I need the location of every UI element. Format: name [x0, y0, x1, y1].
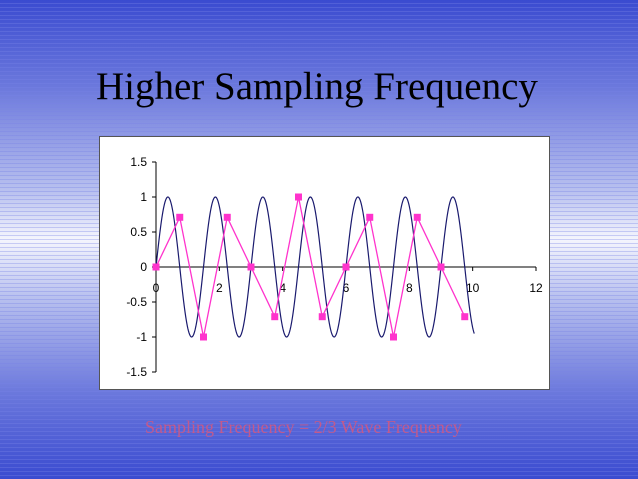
sample-point [176, 213, 184, 221]
x-tick-label: 2 [216, 281, 223, 295]
sample-series-line [155, 196, 466, 338]
sample-point [390, 333, 397, 341]
slide-caption: Sampling Frequency = 2/3 Wave Frequency [145, 417, 462, 437]
sample-point [295, 193, 302, 201]
sample-point [247, 263, 255, 271]
line-chart: 1.5 1 0.5 0 -0.5 -1 -1.5 0 2 4 6 8 10 12 [126, 155, 543, 379]
chart-container: 1.5 1 0.5 0 -0.5 -1 -1.5 0 2 4 6 8 10 12 [99, 136, 550, 390]
x-tick-label: 4 [279, 281, 286, 295]
sample-point [271, 313, 279, 321]
y-tick-label: -1.5 [126, 365, 147, 379]
y-tick-label: 1 [140, 190, 147, 204]
wave-series-line [155, 196, 475, 338]
x-tick-label: 10 [466, 281, 480, 295]
y-tick-label: -1 [136, 330, 147, 344]
sample-point [461, 313, 469, 321]
y-tick-label: 0.5 [130, 225, 147, 239]
sample-point [413, 213, 421, 221]
x-tick-label: 0 [153, 281, 160, 295]
y-tick-label: -0.5 [126, 295, 147, 309]
sample-point [152, 263, 160, 271]
sample-point [318, 313, 326, 321]
sample-point [437, 263, 445, 271]
y-tick-label: 0 [140, 260, 147, 274]
y-tick-label: 1.5 [130, 155, 147, 169]
x-tick-label: 6 [343, 281, 350, 295]
slide-title: Higher Sampling Frequency [96, 65, 538, 108]
sample-point [200, 333, 207, 341]
sample-point [366, 213, 374, 221]
sample-point [223, 213, 231, 221]
x-tick-label: 12 [529, 281, 543, 295]
sample-point [342, 263, 350, 271]
x-tick-label: 8 [406, 281, 413, 295]
